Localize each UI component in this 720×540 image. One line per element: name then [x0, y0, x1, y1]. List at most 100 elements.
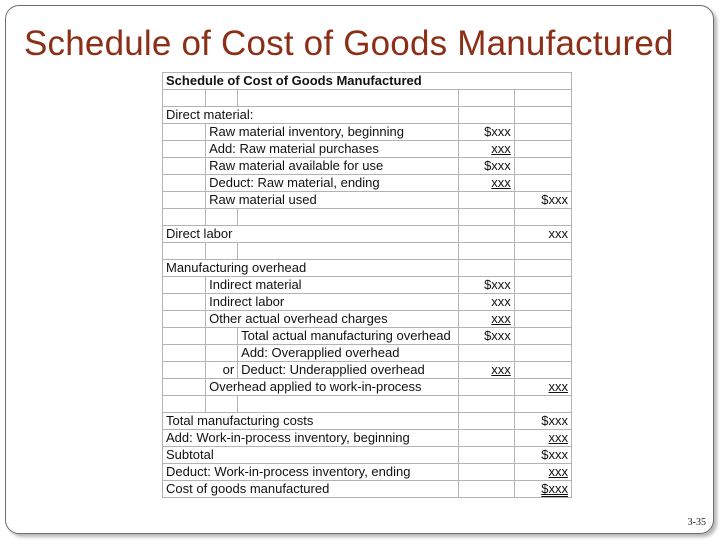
- table-cell: $xxx: [457, 123, 515, 141]
- table-cell: Add: Overapplied overhead: [237, 344, 459, 362]
- table-cell: [513, 123, 573, 141]
- table-cell: [513, 89, 573, 107]
- table-cell: [161, 89, 207, 107]
- schedule-title-row: Schedule of Cost of Goods Manufactured: [162, 72, 572, 90]
- table-cell: $xxx: [457, 276, 515, 294]
- table-row: Deduct: Work-in-process inventory, endin…: [162, 463, 573, 481]
- table-row: Overhead applied to work-in-process xxx: [161, 378, 573, 396]
- table-row: Total actual manufacturing overhead $xxx: [161, 327, 573, 345]
- table-cell: xxx: [457, 174, 515, 192]
- table-cell: Deduct: Underapplied overhead: [237, 361, 459, 379]
- table-cell: Raw material used: [205, 191, 459, 209]
- table-cell: [513, 310, 573, 328]
- table-cell: [457, 191, 515, 209]
- table-cell: xxx: [457, 293, 515, 311]
- table-cell: [457, 242, 515, 260]
- table-row: [161, 208, 573, 226]
- slide-title: Schedule of Cost of Goods Manufactured: [24, 24, 674, 63]
- table-cell: Deduct: Work-in-process inventory, endin…: [162, 463, 459, 481]
- table-cell: [161, 344, 207, 362]
- table-cell: Subtotal: [162, 446, 459, 464]
- table-cell: [161, 310, 207, 328]
- table-row: [161, 242, 573, 260]
- table-cell: [513, 259, 573, 277]
- table-cell: Other actual overhead charges: [205, 310, 459, 328]
- table-cell: Indirect labor: [205, 293, 459, 311]
- table-cell: xxx: [513, 463, 573, 481]
- amount-value: $xxx: [541, 481, 568, 496]
- table-cell: [237, 208, 459, 226]
- table-row: Direct material:: [162, 106, 573, 124]
- amount-value: xxx: [491, 362, 511, 377]
- table-row: Direct labor xxx: [162, 225, 573, 243]
- schedule-title: Schedule of Cost of Goods Manufactured: [162, 72, 572, 90]
- table-cell: $xxx: [457, 157, 515, 175]
- table-cell: [161, 361, 207, 379]
- table-cell: $xxx: [513, 446, 573, 464]
- table-row: Raw material inventory, beginning $xxx: [161, 123, 573, 141]
- table-row: Cost of goods manufactured $xxx: [162, 480, 573, 498]
- table-cell: xxx: [513, 225, 573, 243]
- table-cell: Raw material inventory, beginning: [205, 123, 459, 141]
- table-cell: Cost of goods manufactured: [162, 480, 459, 498]
- table-cell: [457, 395, 515, 413]
- table-cell: [161, 395, 207, 413]
- table-cell: [513, 106, 573, 124]
- table-cell: Total actual manufacturing overhead: [237, 327, 459, 345]
- table-row: Raw material used $xxx: [161, 191, 573, 209]
- table-row: [161, 89, 573, 107]
- table-row: Raw material available for use $xxx: [161, 157, 573, 175]
- table-cell: [457, 106, 515, 124]
- table-cell: [161, 191, 207, 209]
- table-row: Add: Overapplied overhead: [161, 344, 573, 362]
- table-cell: [513, 344, 573, 362]
- table-cell: xxx: [513, 429, 573, 447]
- table-row: [161, 395, 573, 413]
- table-cell: [457, 225, 515, 243]
- table-cell: [205, 395, 239, 413]
- table-cell: Total manufacturing costs: [162, 412, 459, 430]
- table-cell: Direct material:: [162, 106, 459, 124]
- amount-value: xxx: [491, 175, 511, 190]
- table-cell: [513, 174, 573, 192]
- table-row: Indirect material $xxx: [161, 276, 573, 294]
- table-cell: [513, 208, 573, 226]
- amount-value: xxx: [548, 464, 569, 479]
- table-cell: [457, 89, 515, 107]
- table-cell: [457, 344, 515, 362]
- table-row: Add: Raw material purchases xxx: [161, 140, 573, 158]
- table-cell: [457, 412, 515, 430]
- table-cell: [457, 208, 515, 226]
- table-cell: [205, 327, 239, 345]
- table-cell: [457, 378, 515, 396]
- table-cell: [513, 293, 573, 311]
- table-cell: Add: Work-in-process inventory, beginnin…: [162, 429, 459, 447]
- table-cell: [205, 344, 239, 362]
- table-row: Other actual overhead charges xxx: [161, 310, 573, 328]
- table-cell: $xxx: [513, 191, 573, 209]
- table-cell: [513, 157, 573, 175]
- table-row: Add: Work-in-process inventory, beginnin…: [162, 429, 573, 447]
- table-cell: [161, 123, 207, 141]
- amount-value: xxx: [491, 311, 511, 326]
- table-row: or Deduct: Underapplied overhead xxx: [161, 361, 573, 379]
- table-cell: [457, 463, 515, 481]
- schedule-table: Schedule of Cost of Goods Manufactured D…: [161, 72, 573, 498]
- table-cell: or: [205, 361, 239, 379]
- table-cell: [161, 140, 207, 158]
- table-cell: [161, 242, 207, 260]
- table-cell: [205, 208, 239, 226]
- table-cell: [457, 429, 515, 447]
- table-row: Subtotal $xxx: [162, 446, 573, 464]
- table-cell: [237, 242, 459, 260]
- amount-value: xxx: [548, 430, 569, 445]
- table-cell: $xxx: [513, 480, 573, 498]
- table-cell: [237, 89, 459, 107]
- table-cell: Direct labor: [162, 225, 459, 243]
- table-cell: [457, 259, 515, 277]
- amount-value: xxx: [548, 379, 569, 394]
- table-cell: [457, 480, 515, 498]
- amount-value: xxx: [491, 141, 511, 156]
- table-cell: Indirect material: [205, 276, 459, 294]
- table-cell: [513, 140, 573, 158]
